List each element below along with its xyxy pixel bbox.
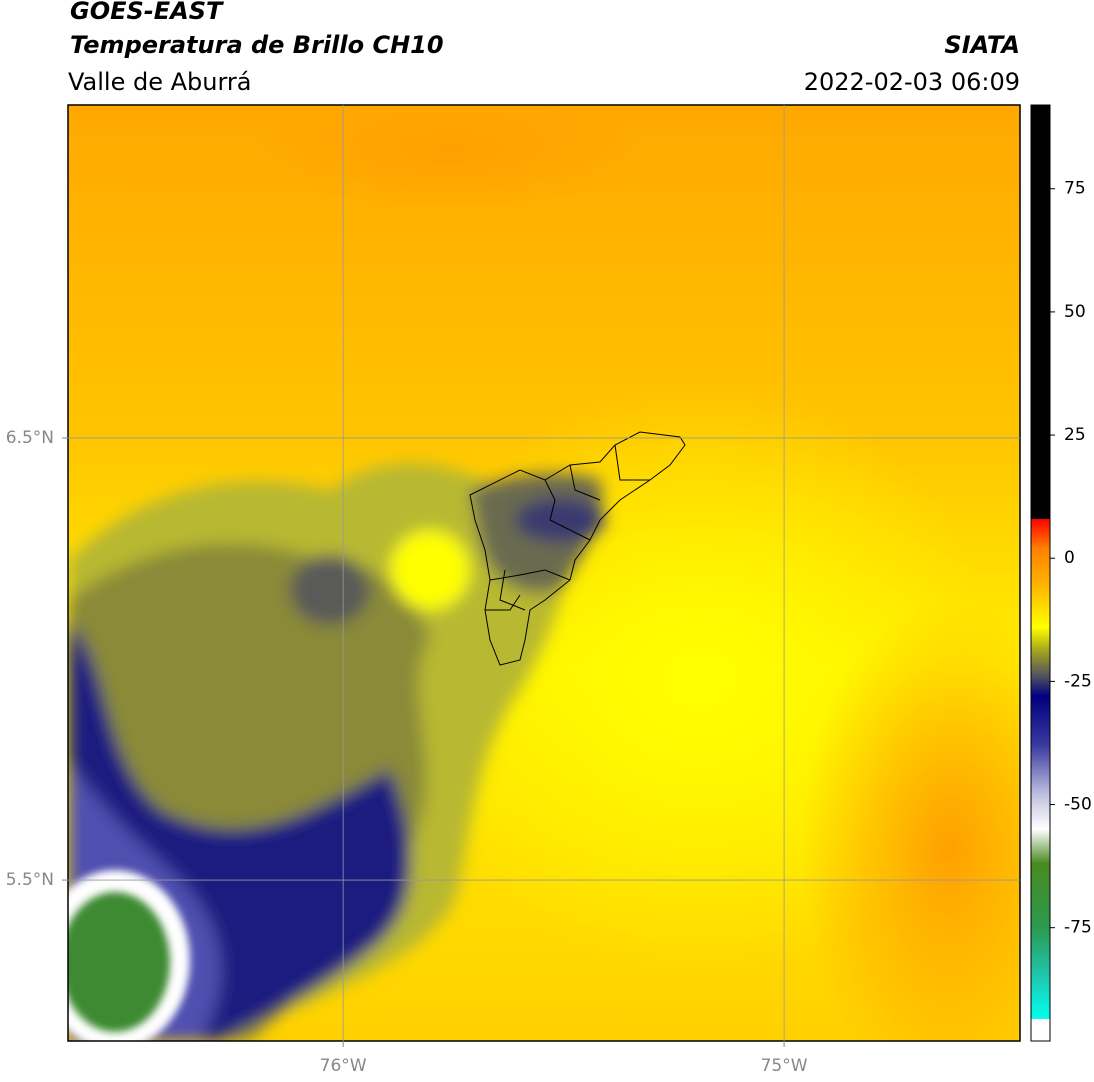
- source: SIATA: [944, 31, 1020, 59]
- colorbar-tick-label: 25: [1064, 425, 1086, 445]
- colorbar-tick-label: -50: [1064, 795, 1092, 815]
- colorbar-tick-label: -75: [1064, 918, 1092, 938]
- colorbar: [1030, 104, 1051, 1042]
- colorbar-tick-label: -25: [1064, 671, 1092, 691]
- subtitle: Temperatura de Brillo CH10: [70, 31, 444, 59]
- colorbar-tick-label: 50: [1064, 302, 1086, 322]
- x-tick-label: 75°W: [761, 1056, 808, 1076]
- y-tick-label: 6.5°N: [6, 428, 54, 448]
- datetime: 2022-02-03 06:09: [804, 68, 1020, 96]
- x-tick-label: 76°W: [320, 1056, 367, 1076]
- region: Valle de Aburrá: [68, 68, 252, 96]
- map-frame: [67, 104, 1021, 1042]
- colorbar-tick-label: 0: [1064, 548, 1075, 568]
- title: GOES-EAST: [70, 0, 224, 25]
- map-image: [68, 105, 1020, 1041]
- colorbar-tick-label: 75: [1064, 179, 1086, 199]
- municipal-boundaries: [469, 431, 686, 666]
- y-tick-label: 5.5°N: [6, 870, 54, 890]
